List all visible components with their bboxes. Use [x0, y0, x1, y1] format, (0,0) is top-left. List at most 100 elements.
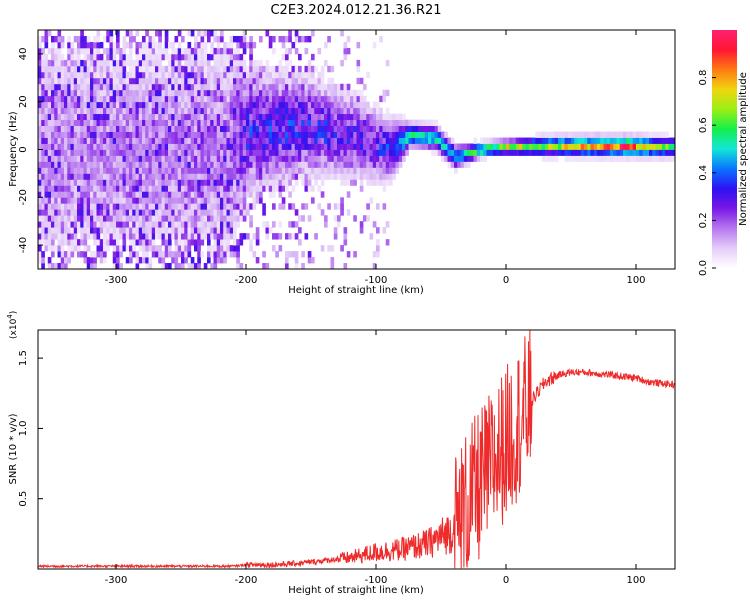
heatmap-cell	[213, 197, 218, 204]
heatmap-cell	[216, 53, 221, 61]
heatmap-cell	[51, 245, 55, 252]
heatmap-cell	[38, 149, 42, 156]
heatmap-cell	[239, 59, 244, 67]
heatmap-cell	[77, 35, 81, 43]
heatmap-cell	[210, 113, 214, 121]
heatmap-cell	[538, 149, 543, 156]
heatmap-cell	[77, 167, 81, 174]
heatmap-cell	[220, 179, 224, 186]
heatmap-cell	[106, 239, 110, 246]
heatmap-cell	[359, 137, 364, 144]
heatmap-cell	[67, 191, 71, 198]
heatmap-cell	[275, 107, 279, 115]
heatmap-cell	[337, 101, 341, 109]
heatmap-cell	[51, 77, 55, 85]
heatmap-cell	[197, 209, 201, 216]
heatmap-cell	[285, 263, 289, 269]
heatmap-cell	[155, 179, 159, 186]
heatmap-cell	[142, 35, 146, 43]
heatmap-cell	[252, 191, 257, 198]
heatmap-cell	[210, 71, 214, 79]
heatmap-cell	[200, 167, 205, 174]
heatmap-cell	[298, 35, 302, 43]
heatmap-cell	[106, 59, 110, 67]
heatmap-cell	[148, 179, 153, 186]
heatmap-cell	[226, 47, 231, 55]
heatmap-cell	[151, 113, 156, 121]
heatmap-cell	[408, 143, 413, 150]
heatmap-cell	[194, 35, 198, 43]
heatmap-cell	[265, 155, 270, 162]
heatmap-cell	[242, 77, 247, 85]
heatmap-cell	[122, 83, 127, 91]
heatmap-cell	[187, 239, 192, 246]
heatmap-cell	[285, 59, 289, 67]
heatmap-cell	[145, 107, 149, 115]
heatmap-cell	[194, 155, 198, 162]
heatmap-cell	[541, 137, 546, 144]
heatmap-cell	[67, 149, 71, 156]
heatmap-cell	[239, 89, 244, 97]
heatmap-cell	[213, 149, 218, 156]
heatmap-cell	[67, 125, 71, 132]
heatmap-cell	[57, 263, 62, 269]
heatmap-cell	[103, 221, 107, 228]
heatmap-cell	[67, 107, 71, 115]
heatmap-cell	[346, 161, 351, 168]
heatmap-cell	[662, 155, 666, 162]
heatmap-cell	[213, 161, 218, 168]
heatmap-cell	[385, 173, 390, 180]
heatmap-cell	[148, 89, 153, 97]
heatmap-cell	[285, 89, 289, 97]
heatmap-cell	[125, 161, 130, 168]
heatmap-cell	[366, 161, 370, 168]
heatmap-cell	[236, 245, 240, 252]
y-tick-label: -40	[18, 237, 29, 253]
heatmap-cell	[161, 191, 166, 198]
heatmap-cell	[122, 239, 127, 246]
heatmap-cell	[379, 137, 383, 144]
heatmap-cell	[233, 155, 237, 162]
heatmap-cell	[90, 77, 94, 85]
heatmap-cell	[54, 149, 58, 156]
heatmap-cell	[200, 179, 205, 186]
heatmap-cell	[132, 245, 136, 252]
heatmap-cell	[57, 53, 62, 61]
heatmap-cell	[171, 179, 175, 186]
heatmap-cell	[223, 47, 227, 55]
heatmap-cell	[311, 53, 315, 61]
heatmap-cell	[210, 161, 214, 168]
heatmap-cell	[229, 179, 234, 186]
heatmap-cell	[41, 125, 45, 132]
heatmap-cell	[177, 65, 182, 73]
heatmap-cell	[148, 233, 153, 240]
heatmap-cell	[372, 119, 377, 127]
heatmap-cell	[200, 239, 205, 246]
heatmap-cell	[181, 35, 185, 43]
heatmap-cell	[421, 143, 426, 150]
heatmap-cell	[424, 119, 429, 127]
heatmap-cell	[359, 149, 364, 156]
heatmap-cell	[392, 167, 396, 174]
heatmap-cell	[207, 125, 211, 132]
heatmap-cell	[421, 119, 426, 127]
heatmap-cell	[187, 203, 192, 210]
heatmap-cell	[158, 125, 162, 132]
heatmap-cell	[382, 89, 387, 97]
heatmap-cell	[213, 173, 218, 180]
heatmap-cell	[77, 191, 81, 198]
heatmap-cell	[554, 137, 559, 144]
heatmap-cell	[161, 71, 166, 79]
heatmap-cell	[343, 113, 348, 121]
heatmap-cell	[379, 155, 383, 162]
heatmap-cell	[109, 119, 114, 127]
heatmap-cell	[649, 131, 653, 138]
heatmap-cell	[148, 143, 153, 150]
heatmap-cell	[389, 155, 393, 162]
heatmap-cell	[210, 251, 214, 258]
heatmap-cell	[265, 167, 270, 174]
heatmap-cell	[213, 125, 218, 132]
heatmap-cell	[151, 47, 156, 55]
heatmap-cell	[203, 221, 208, 228]
heatmap-cell	[187, 227, 192, 234]
